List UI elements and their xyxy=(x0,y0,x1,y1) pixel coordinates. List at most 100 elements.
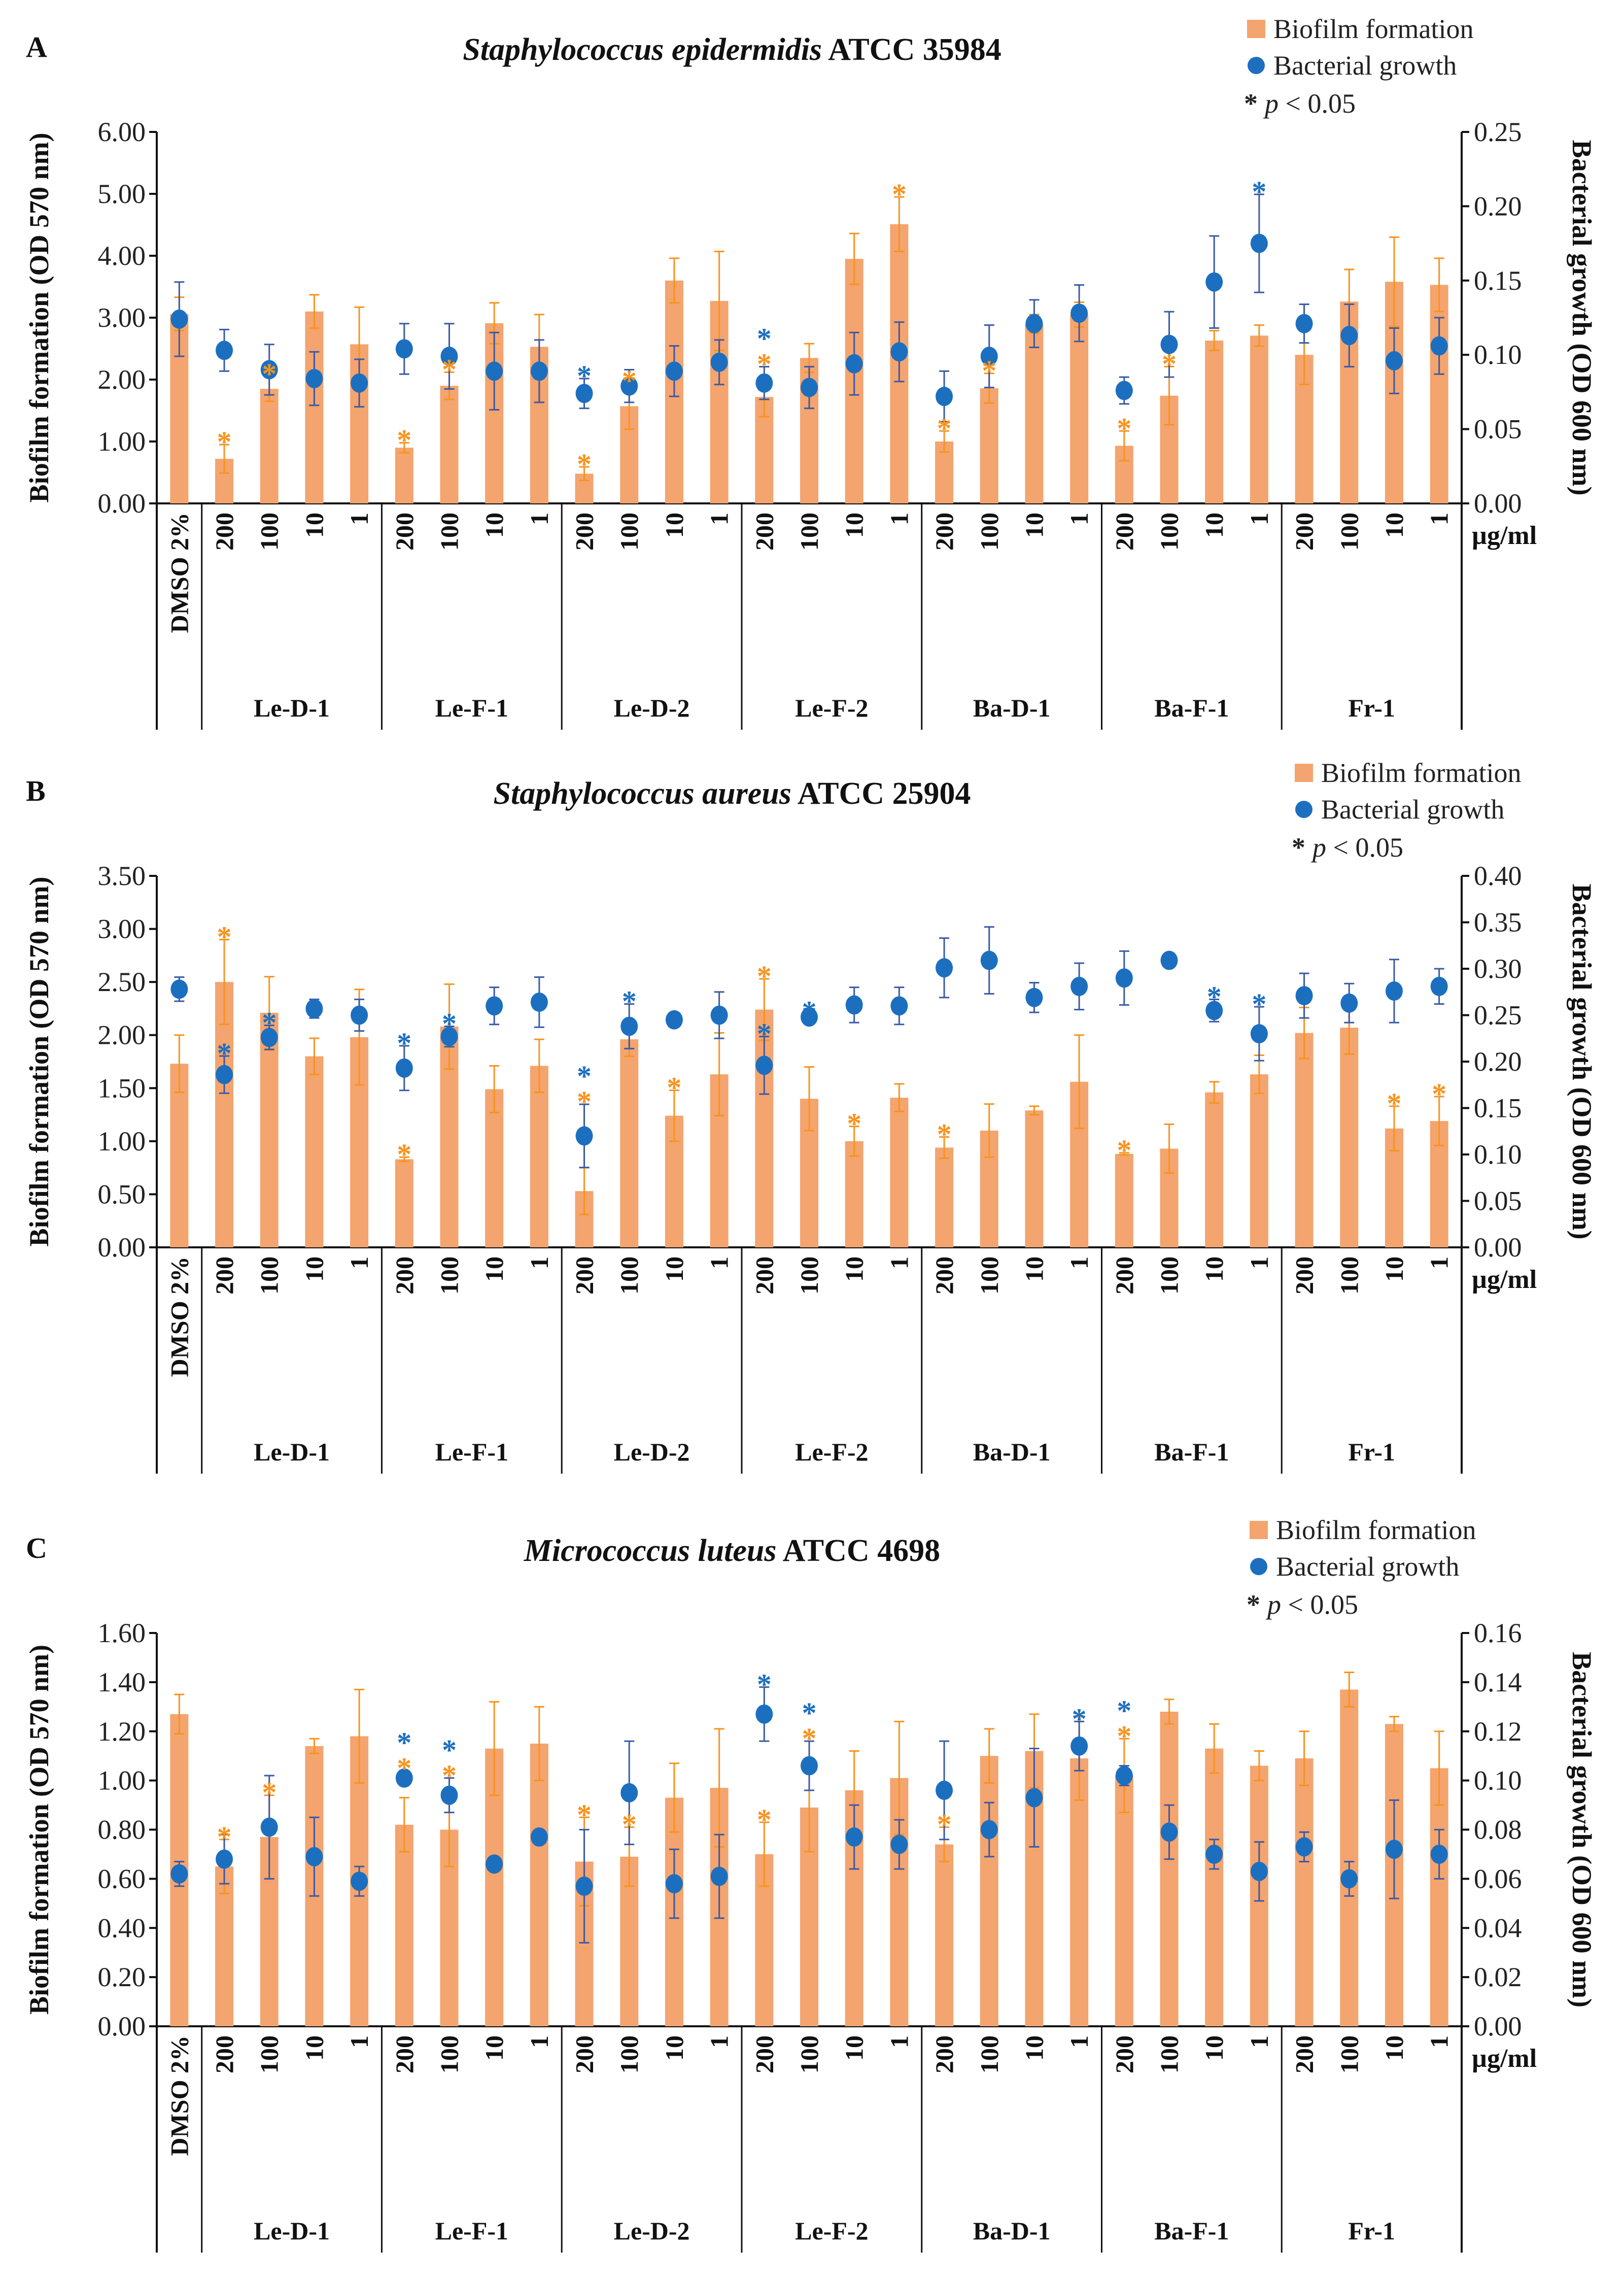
bar xyxy=(1115,1775,1133,2026)
unit-label: µg/ml xyxy=(1472,521,1537,550)
bar xyxy=(305,1056,324,1247)
y-tick-label: 3.00 xyxy=(98,914,146,944)
growth-point xyxy=(1340,993,1358,1013)
x-tick-label: 10 xyxy=(1380,513,1408,538)
bar xyxy=(485,1089,504,1247)
growth-point xyxy=(801,1756,818,1776)
y2-tick-label: 0.10 xyxy=(1474,339,1522,370)
bar-error-bar xyxy=(174,1693,185,1735)
bar-error-bar xyxy=(1119,1152,1129,1156)
group-label: Le-D-1 xyxy=(254,1438,330,1466)
unit-label: µg/ml xyxy=(1472,2044,1537,2073)
sig-star-growth: * xyxy=(757,322,772,355)
legend-biofilm: Biofilm formation xyxy=(1321,758,1521,788)
title-strain: ATCC 35984 xyxy=(822,32,1001,67)
legend-biofilm: Biofilm formation xyxy=(1273,14,1473,44)
bar-error-bar xyxy=(399,1156,409,1163)
sig-star-biofilm: * xyxy=(1432,1077,1446,1110)
x-tick-label: 1 xyxy=(1065,513,1093,525)
growth-point xyxy=(1025,988,1043,1007)
y-tick-label: 1.40 xyxy=(98,1667,146,1697)
group-label: Fr-1 xyxy=(1348,1438,1395,1466)
x-tick-label: 10 xyxy=(840,1256,869,1282)
growth-point xyxy=(395,1768,413,1788)
bar xyxy=(1115,1153,1133,1247)
bar-error-bar xyxy=(1434,1730,1444,1806)
x-tick-label: 100 xyxy=(435,1256,463,1295)
bar-error-bar xyxy=(669,257,679,304)
x-tick-label: 200 xyxy=(1290,2035,1319,2073)
bar xyxy=(440,386,459,503)
bar xyxy=(1340,1689,1359,2026)
bar xyxy=(620,1039,639,1247)
x-tick-label: 200 xyxy=(390,513,419,551)
sig-star-growth: * xyxy=(442,1007,457,1040)
y-tick-label: 0.50 xyxy=(98,1179,146,1209)
x-tick-label: 100 xyxy=(435,2035,463,2073)
growth-point xyxy=(530,1827,548,1847)
x-tick-label: 200 xyxy=(210,1256,238,1295)
bar-error-bar xyxy=(939,430,950,453)
sig-star-biofilm: * xyxy=(847,1107,861,1140)
x-tick-label: 200 xyxy=(1110,513,1138,551)
bar-error-bar xyxy=(804,1066,814,1132)
growth-point xyxy=(170,1864,188,1884)
x-tick-label: 1 xyxy=(1065,1256,1093,1269)
sig-star-biofilm: * xyxy=(577,448,592,481)
legend-star: * xyxy=(1292,832,1305,863)
y-tick-label: 4.00 xyxy=(98,241,146,271)
growth-point xyxy=(575,1876,593,1896)
x-tick-label: 200 xyxy=(210,2035,238,2073)
legend-growth: Bacterial growth xyxy=(1276,1551,1459,1582)
bar xyxy=(935,1844,954,2026)
growth-point xyxy=(665,361,683,381)
x-tick-label: 1 xyxy=(705,513,734,525)
sig-star-biofilm: * xyxy=(577,1085,592,1118)
sig-star-growth: * xyxy=(1252,988,1266,1021)
growth-point xyxy=(845,995,863,1015)
growth-point xyxy=(530,361,548,381)
x-tick-label: 100 xyxy=(795,1256,823,1295)
group-label: Ba-F-1 xyxy=(1154,1438,1229,1466)
bar-error-bar xyxy=(354,1688,365,1784)
y2-tick-label: 0.15 xyxy=(1474,265,1522,296)
x-tick-label: 100 xyxy=(975,513,1004,551)
growth-point xyxy=(1205,1001,1223,1021)
y2-tick-label: 0.00 xyxy=(1474,1232,1522,1263)
x-tick-label: 100 xyxy=(1335,2035,1363,2073)
growth-point xyxy=(936,387,953,406)
growth-point xyxy=(710,1005,728,1025)
y-tick-label: 0.00 xyxy=(98,1232,146,1263)
group-label: Le-F-1 xyxy=(435,694,508,722)
bar-error-bar xyxy=(219,938,230,1026)
x-tick-label: 100 xyxy=(255,513,284,551)
x-tick-label: 100 xyxy=(255,2035,284,2073)
y-tick-label: 1.00 xyxy=(98,1765,146,1796)
x-tick-label: 1 xyxy=(525,513,554,525)
bar-error-bar xyxy=(1254,324,1264,347)
bar xyxy=(1250,335,1268,503)
growth-point xyxy=(1385,351,1403,370)
legend-biofilm: Biofilm formation xyxy=(1276,1515,1476,1545)
bar xyxy=(530,1066,548,1247)
bar xyxy=(170,1064,189,1247)
y2-tick-label: 0.16 xyxy=(1474,1618,1522,1648)
growth-point xyxy=(1340,1869,1358,1889)
growth-point xyxy=(620,1016,638,1036)
sig-star-biofilm: * xyxy=(262,1776,277,1809)
y-tick-label: 1.20 xyxy=(98,1716,146,1747)
legend-significance: * p < 0.05 xyxy=(1292,832,1403,863)
y2-tick-label: 0.40 xyxy=(1474,861,1522,891)
bar xyxy=(845,1141,863,1247)
sig-star-biofilm: * xyxy=(802,1722,817,1755)
growth-point xyxy=(351,373,368,393)
bar xyxy=(980,1756,998,2026)
title-species: Staphylococcus epidermidis xyxy=(463,32,822,67)
bar xyxy=(1295,1758,1314,2026)
bar-error-bar xyxy=(669,1089,679,1142)
bar-error-bar xyxy=(1434,1096,1444,1146)
group-label: Le-F-2 xyxy=(795,2217,868,2245)
bar-error-bar xyxy=(309,1037,320,1075)
bar-error-bar xyxy=(1209,330,1220,352)
legend-significance: * p < 0.05 xyxy=(1244,88,1356,119)
